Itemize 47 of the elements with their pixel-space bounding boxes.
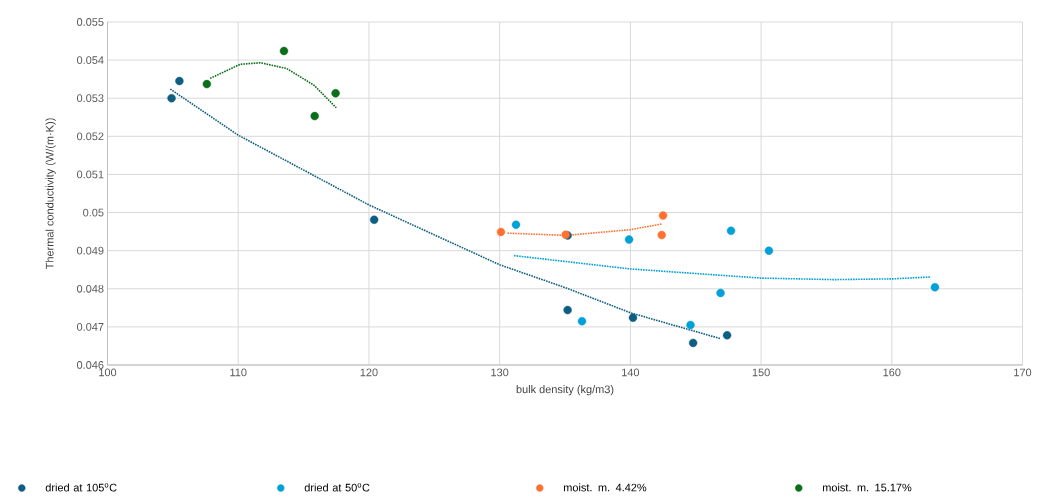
x-tick-label: 170 [1014, 368, 1032, 377]
point [310, 111, 319, 121]
legend-label: dried at 50$^{o}$C [304, 483, 370, 492]
x-axis-title: bulk density (kg/m3) [516, 385, 614, 396]
y-tick-label: 0.05 [83, 208, 104, 217]
line-series [513, 254, 932, 281]
y-tick-label: 0.054 [76, 56, 104, 64]
point [202, 79, 212, 89]
y-tick-label: 0.046 [76, 361, 104, 369]
point [331, 89, 340, 98]
point [577, 316, 587, 326]
point [167, 94, 176, 103]
legend-label: dried at 105$^{o}$C [45, 483, 117, 492]
point [686, 320, 695, 330]
x-tick-label: 140 [622, 368, 640, 377]
y-tick-label: 0.047 [76, 323, 104, 331]
x-tick-label: 160 [883, 368, 901, 377]
point [496, 227, 506, 237]
point [726, 226, 736, 236]
point [688, 338, 698, 348]
y-tick-label: 0.053 [76, 94, 104, 103]
point [279, 46, 289, 56]
x-tick-label: 150 [752, 368, 770, 377]
y-axis-title: Thermal conductivity (W/(m·K)) [45, 118, 56, 270]
x-tick-label: 100 [99, 368, 117, 377]
y-tick-label: 0.049 [76, 246, 104, 255]
point [716, 288, 725, 298]
point [563, 305, 572, 315]
x-tick-label: 110 [230, 368, 247, 377]
y-tick-label: 0.048 [76, 284, 104, 293]
legend-label: moist. m. 15.17% [822, 483, 912, 492]
point [657, 230, 666, 240]
point [175, 76, 184, 86]
legend-label: moist. m. 4.42% [563, 483, 647, 492]
point [369, 215, 379, 224]
x-tick-label: 130 [491, 368, 509, 377]
point [624, 235, 634, 244]
point [628, 313, 638, 322]
point [511, 220, 521, 229]
point [930, 283, 940, 292]
y-tick-label: 0.052 [76, 132, 104, 141]
point [658, 211, 668, 220]
point [722, 331, 732, 340]
point [764, 246, 774, 255]
y-tick-label: 0.051 [76, 170, 104, 179]
y-tick-label: 0.055 [76, 18, 104, 26]
x-tick-label: 120 [360, 368, 378, 377]
